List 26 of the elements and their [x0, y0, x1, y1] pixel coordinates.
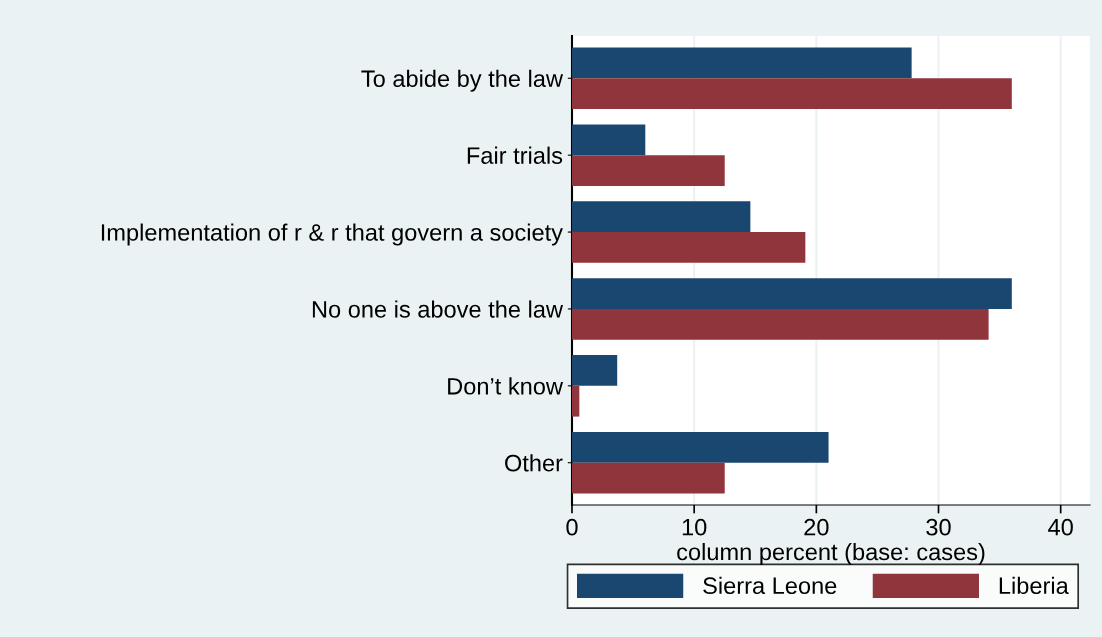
x-tick-label: 0: [566, 518, 578, 536]
bar: [572, 431, 829, 463]
x-tick-label: 20: [804, 518, 829, 536]
y-tick-label: Don’t know: [448, 377, 564, 395]
legend-label: Sierra Leone: [703, 576, 837, 595]
bar: [572, 155, 725, 186]
y-tick-label: No one is above the law: [312, 300, 564, 318]
y-tick-label: Implementation of r & r that govern a society: [101, 223, 563, 246]
bar: [572, 78, 1012, 110]
bar: [572, 355, 618, 386]
bar: [572, 278, 1012, 309]
legend-label: Liberia: [999, 576, 1069, 595]
x-tick-label: 40: [1048, 518, 1073, 536]
bar: [572, 124, 646, 156]
bar: [572, 47, 912, 79]
bar: [572, 308, 989, 340]
x-axis-title: column percent (base: cases): [677, 542, 985, 565]
bar: [572, 232, 806, 263]
bar: [572, 201, 751, 233]
bar: [572, 385, 580, 417]
bar: [572, 462, 725, 494]
x-tick-label: 30: [926, 518, 951, 536]
y-tick-label: Other: [505, 454, 563, 472]
y-tick-label: To abide by the law: [361, 69, 564, 92]
y-tick-label: Fair trials: [467, 146, 563, 164]
x-tick-label: 10: [682, 518, 707, 536]
